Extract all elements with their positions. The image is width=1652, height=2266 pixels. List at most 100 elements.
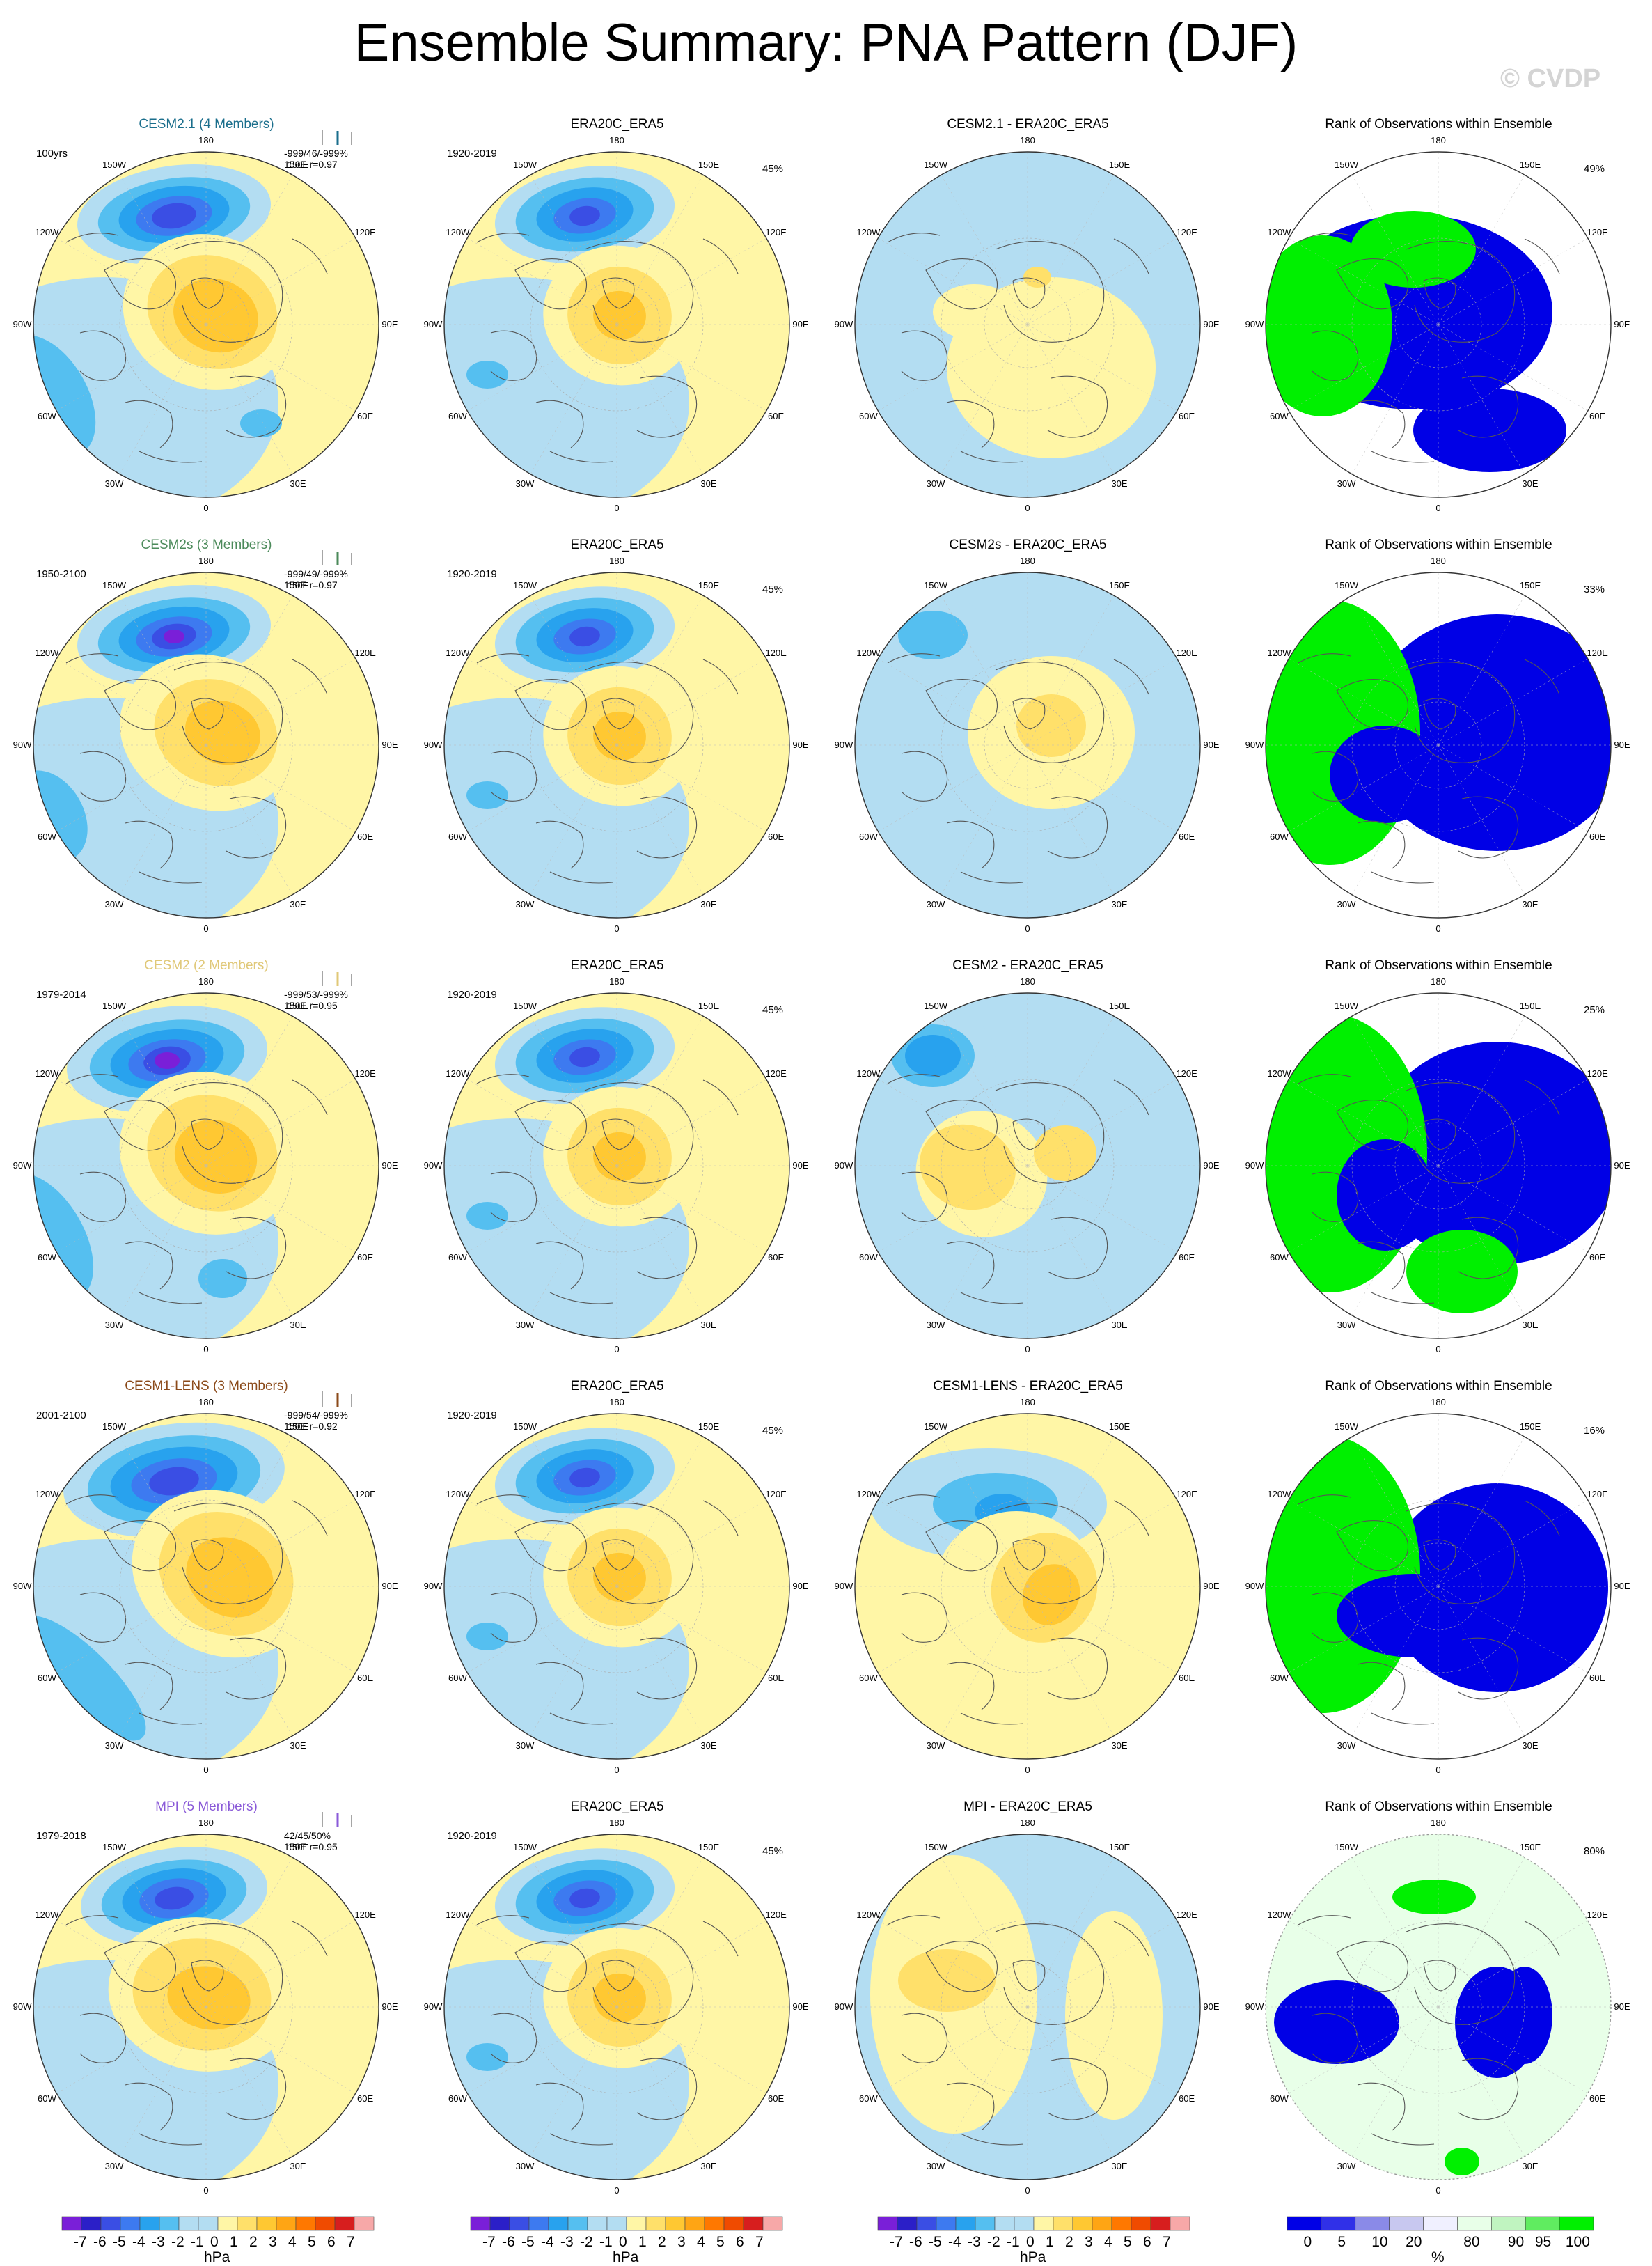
coastline-segment xyxy=(1336,1520,1409,1572)
colorbar-tick: -7 xyxy=(482,2234,496,2250)
polar-map xyxy=(33,992,379,1339)
coastline-segment xyxy=(535,820,584,869)
colorbar-swatch xyxy=(1033,2216,1054,2231)
colorbar-tick: 90 xyxy=(1507,2234,1525,2250)
colorbar-swatch xyxy=(1150,2216,1171,2231)
map-border xyxy=(854,151,1201,498)
lat-circle xyxy=(1351,1920,1525,2094)
longitude-label: 150W xyxy=(102,1842,126,1853)
coastline-segment xyxy=(1047,2058,1108,2120)
panel-title: Rank of Observations within Ensemble xyxy=(1325,1379,1552,1393)
coastline-segment xyxy=(1357,2082,1406,2131)
colorbar-tick: -1 xyxy=(599,2234,613,2250)
panel-title: CESM2.1 (4 Members) xyxy=(139,117,274,132)
coastline-segment xyxy=(1298,1915,1560,2146)
coastline-segment xyxy=(584,241,694,343)
coastline-segment xyxy=(104,1941,177,1992)
contour-region xyxy=(33,1616,146,1741)
field-contours xyxy=(870,1448,1107,1678)
longitude-label: 60W xyxy=(448,1252,467,1263)
longitude-label: 60E xyxy=(1589,1673,1606,1683)
coastline-segment xyxy=(1458,796,1519,859)
coastline-segment xyxy=(1357,400,1406,448)
longitude-label: 30W xyxy=(515,1740,535,1751)
coastline-segment xyxy=(946,1241,995,1290)
coastline-segment xyxy=(925,1520,998,1572)
colorbar-tick: -2 xyxy=(987,2234,1000,2250)
colorbar-tick: -5 xyxy=(113,2234,126,2250)
map-border xyxy=(443,572,790,919)
longitude-label: 60E xyxy=(1589,1252,1606,1263)
longitude-label: 150W xyxy=(924,1842,947,1853)
longitude-label: 60W xyxy=(858,1673,878,1683)
longitude-label: 120W xyxy=(446,1068,470,1079)
longitude-label: 120E xyxy=(765,227,787,237)
map-border xyxy=(1265,572,1612,919)
longitude-label: 120W xyxy=(446,1909,470,1920)
coastlines xyxy=(1266,1834,1611,2180)
longitude-label: 180 xyxy=(1431,556,1446,566)
longitude-label: 120E xyxy=(354,1489,376,1499)
colorbar-swatch xyxy=(120,2216,141,2231)
longitude-label: 0 xyxy=(1435,1765,1441,1775)
colorbar-swatch xyxy=(237,2216,258,2231)
longitude-label: 120E xyxy=(1587,227,1608,237)
longitude-label: 60W xyxy=(1269,831,1289,842)
coastline-segment xyxy=(173,241,283,343)
coastline-segment xyxy=(173,1082,283,1184)
coastlines xyxy=(1266,152,1611,497)
coastline-segment xyxy=(490,330,537,381)
longitude-label: 180 xyxy=(1020,135,1035,146)
contour-region xyxy=(1266,1435,1420,1713)
contour-region xyxy=(569,1047,600,1068)
coastlines xyxy=(855,993,1200,1338)
colorbar-swatch xyxy=(1321,2216,1356,2231)
colorbar-tick: -5 xyxy=(929,2234,942,2250)
longitude-label: 120W xyxy=(1267,1068,1291,1079)
lat-circle xyxy=(1394,701,1482,789)
coastlines xyxy=(855,1834,1200,2180)
longitude-label: 90W xyxy=(834,1581,853,1591)
map-border xyxy=(854,1834,1201,2180)
longitude-label: 90W xyxy=(423,1160,443,1171)
lat-circle xyxy=(1351,237,1525,412)
longitude-label: 150W xyxy=(102,1001,126,1012)
coastline-segment xyxy=(535,2082,584,2131)
longitude-label: 120W xyxy=(35,1909,59,1920)
longitude-label: 150E xyxy=(698,1001,720,1012)
lat-circle xyxy=(573,701,661,789)
coastline-segment xyxy=(514,1520,588,1572)
field-contours xyxy=(33,584,298,862)
coastline-segment xyxy=(995,1503,1105,1604)
longitude-label: 150E xyxy=(287,580,309,591)
longitude-label: 90E xyxy=(1203,319,1220,329)
coastline-segment xyxy=(1336,258,1409,310)
coastlines xyxy=(444,572,789,918)
colorbar-tick: 3 xyxy=(677,2234,686,2250)
longitude-label: 0 xyxy=(203,923,209,934)
longitude-label: 150W xyxy=(1335,1842,1358,1853)
coastline-segment xyxy=(1458,1637,1519,1700)
longitude-label: 90W xyxy=(1245,1581,1264,1591)
contour-region xyxy=(1337,1139,1434,1251)
coastline-segment xyxy=(125,1241,173,1290)
lat-circle xyxy=(162,701,250,789)
colorbar-swatch xyxy=(1072,2216,1093,2231)
longitude-label: 180 xyxy=(609,135,624,146)
stats-correlation: 150E r=0.95 xyxy=(284,1000,338,1011)
colorbar-tick: 0 xyxy=(1303,2234,1312,2250)
longitude-label: 120E xyxy=(1587,1068,1608,1079)
longitude-label: 120W xyxy=(35,1489,59,1499)
longitude-label: 60W xyxy=(1269,411,1289,421)
longitude-label: 150W xyxy=(1335,580,1358,591)
longitude-label: 150E xyxy=(1519,1421,1541,1432)
longitude-label: 90E xyxy=(1203,1160,1220,1171)
coastline-segment xyxy=(104,1100,177,1151)
colorbar-tick: -2 xyxy=(171,2234,184,2250)
longitude-label: 30E xyxy=(1111,478,1128,489)
colorbar-tick: 0 xyxy=(210,2234,219,2250)
coastline-segment xyxy=(1458,1217,1519,1279)
longitude-label: 60W xyxy=(37,411,56,421)
panel-title: CESM2.1 - ERA20C_ERA5 xyxy=(947,117,1109,132)
longitude-label: 60W xyxy=(448,1673,467,1683)
